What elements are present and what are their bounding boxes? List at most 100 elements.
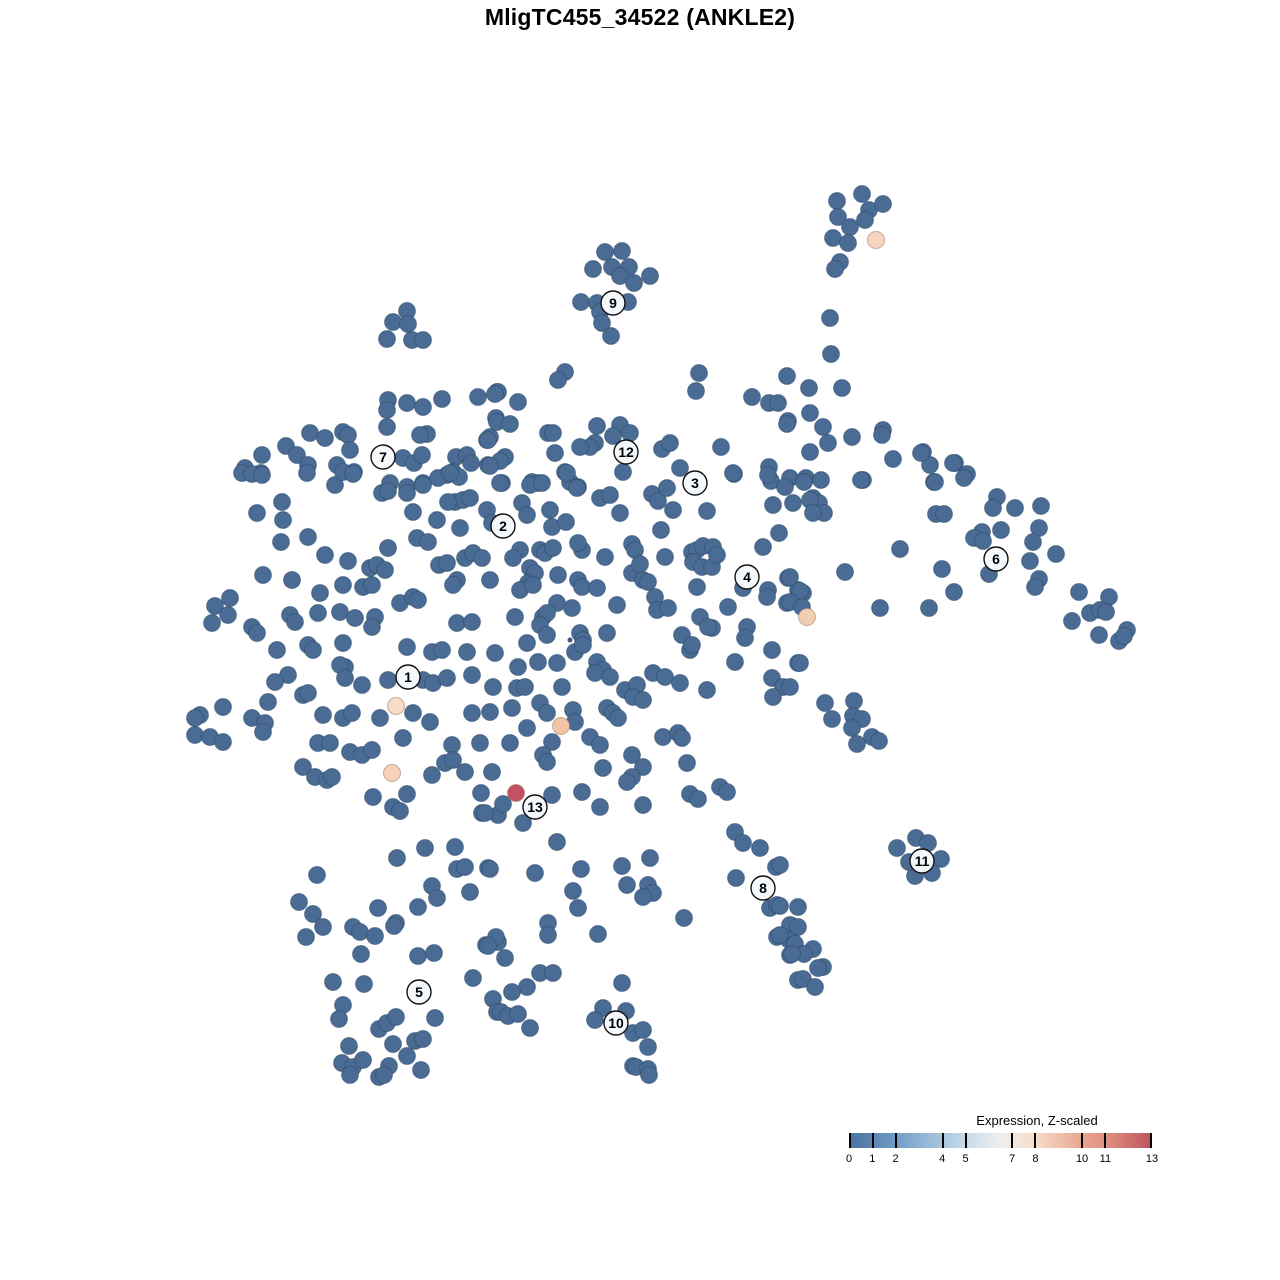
cluster-label-number: 10 bbox=[608, 1015, 624, 1031]
data-point bbox=[784, 494, 802, 512]
data-point bbox=[509, 658, 527, 676]
data-point bbox=[364, 788, 382, 806]
data-point bbox=[462, 454, 480, 472]
data-point bbox=[439, 493, 457, 511]
data-point bbox=[481, 703, 499, 721]
data-point bbox=[354, 1051, 372, 1069]
highlight-points-layer bbox=[383, 231, 885, 802]
data-point bbox=[1006, 499, 1024, 517]
data-point bbox=[273, 493, 291, 511]
data-point bbox=[884, 450, 902, 468]
data-point bbox=[414, 1030, 432, 1048]
data-point bbox=[444, 751, 462, 769]
data-point bbox=[794, 970, 812, 988]
data-point bbox=[933, 560, 951, 578]
data-point bbox=[543, 733, 561, 751]
data-point bbox=[414, 476, 432, 494]
data-point bbox=[992, 521, 1010, 539]
data-point bbox=[1047, 545, 1065, 563]
data-point bbox=[743, 388, 761, 406]
data-point bbox=[984, 499, 1002, 517]
data-point bbox=[506, 608, 524, 626]
data-point bbox=[413, 446, 431, 464]
data-point bbox=[698, 681, 716, 699]
data-point bbox=[848, 735, 866, 753]
data-point bbox=[870, 732, 888, 750]
data-point bbox=[433, 641, 451, 659]
data-point bbox=[781, 568, 799, 586]
data-point bbox=[671, 459, 689, 477]
data-point bbox=[553, 678, 571, 696]
data-point bbox=[791, 654, 809, 672]
highlight-point bbox=[867, 231, 885, 249]
data-point bbox=[538, 626, 556, 644]
data-point bbox=[708, 546, 726, 564]
data-point bbox=[378, 418, 396, 436]
data-point bbox=[409, 898, 427, 916]
cluster-label-number: 11 bbox=[915, 853, 930, 869]
data-point bbox=[935, 505, 953, 523]
data-point bbox=[814, 418, 832, 436]
data-point bbox=[469, 388, 487, 406]
data-point bbox=[719, 598, 737, 616]
data-point bbox=[259, 693, 277, 711]
data-point bbox=[504, 549, 522, 567]
data-point bbox=[921, 456, 939, 474]
data-point bbox=[414, 331, 432, 349]
data-point bbox=[363, 618, 381, 636]
data-point bbox=[486, 644, 504, 662]
data-point bbox=[659, 599, 677, 617]
highlight-point bbox=[383, 764, 401, 782]
data-point bbox=[824, 229, 842, 247]
data-point bbox=[366, 927, 384, 945]
data-point bbox=[375, 1066, 393, 1084]
data-point bbox=[621, 424, 639, 442]
data-point bbox=[446, 838, 464, 856]
data-point bbox=[673, 729, 691, 747]
data-point bbox=[331, 603, 349, 621]
data-point bbox=[518, 506, 536, 524]
data-point bbox=[501, 415, 519, 433]
data-point bbox=[795, 473, 813, 491]
data-point bbox=[891, 540, 909, 558]
data-point bbox=[856, 211, 874, 229]
data-point bbox=[414, 398, 432, 416]
data-point bbox=[594, 759, 612, 777]
data-point bbox=[828, 192, 846, 210]
data-point bbox=[769, 394, 787, 412]
data-point bbox=[764, 496, 782, 514]
data-point bbox=[912, 444, 930, 462]
data-point bbox=[394, 729, 412, 747]
data-point bbox=[451, 519, 469, 537]
data-point bbox=[378, 330, 396, 348]
data-point bbox=[533, 474, 551, 492]
data-point bbox=[294, 758, 312, 776]
cluster-label: 10 bbox=[603, 1010, 629, 1036]
cluster-label-number: 6 bbox=[992, 551, 1000, 567]
data-point bbox=[253, 466, 271, 484]
data-point bbox=[323, 768, 341, 786]
cluster-label-circle bbox=[750, 875, 776, 901]
data-point bbox=[321, 734, 339, 752]
data-point bbox=[688, 578, 706, 596]
data-point bbox=[689, 790, 707, 808]
data-point bbox=[346, 609, 364, 627]
data-point bbox=[472, 784, 490, 802]
data-point bbox=[443, 736, 461, 754]
cluster-label-number: 12 bbox=[618, 444, 634, 460]
data-point bbox=[316, 546, 334, 564]
data-point bbox=[874, 195, 892, 213]
data-point bbox=[494, 795, 512, 813]
data-point bbox=[618, 876, 636, 894]
data-point bbox=[926, 473, 944, 491]
highlight-point bbox=[552, 717, 570, 735]
data-point bbox=[804, 504, 822, 522]
data-point bbox=[608, 596, 626, 614]
data-point bbox=[538, 704, 556, 722]
data-point bbox=[727, 869, 745, 887]
data-point bbox=[591, 798, 609, 816]
data-point bbox=[569, 534, 587, 552]
data-point bbox=[634, 888, 652, 906]
data-point bbox=[602, 327, 620, 345]
